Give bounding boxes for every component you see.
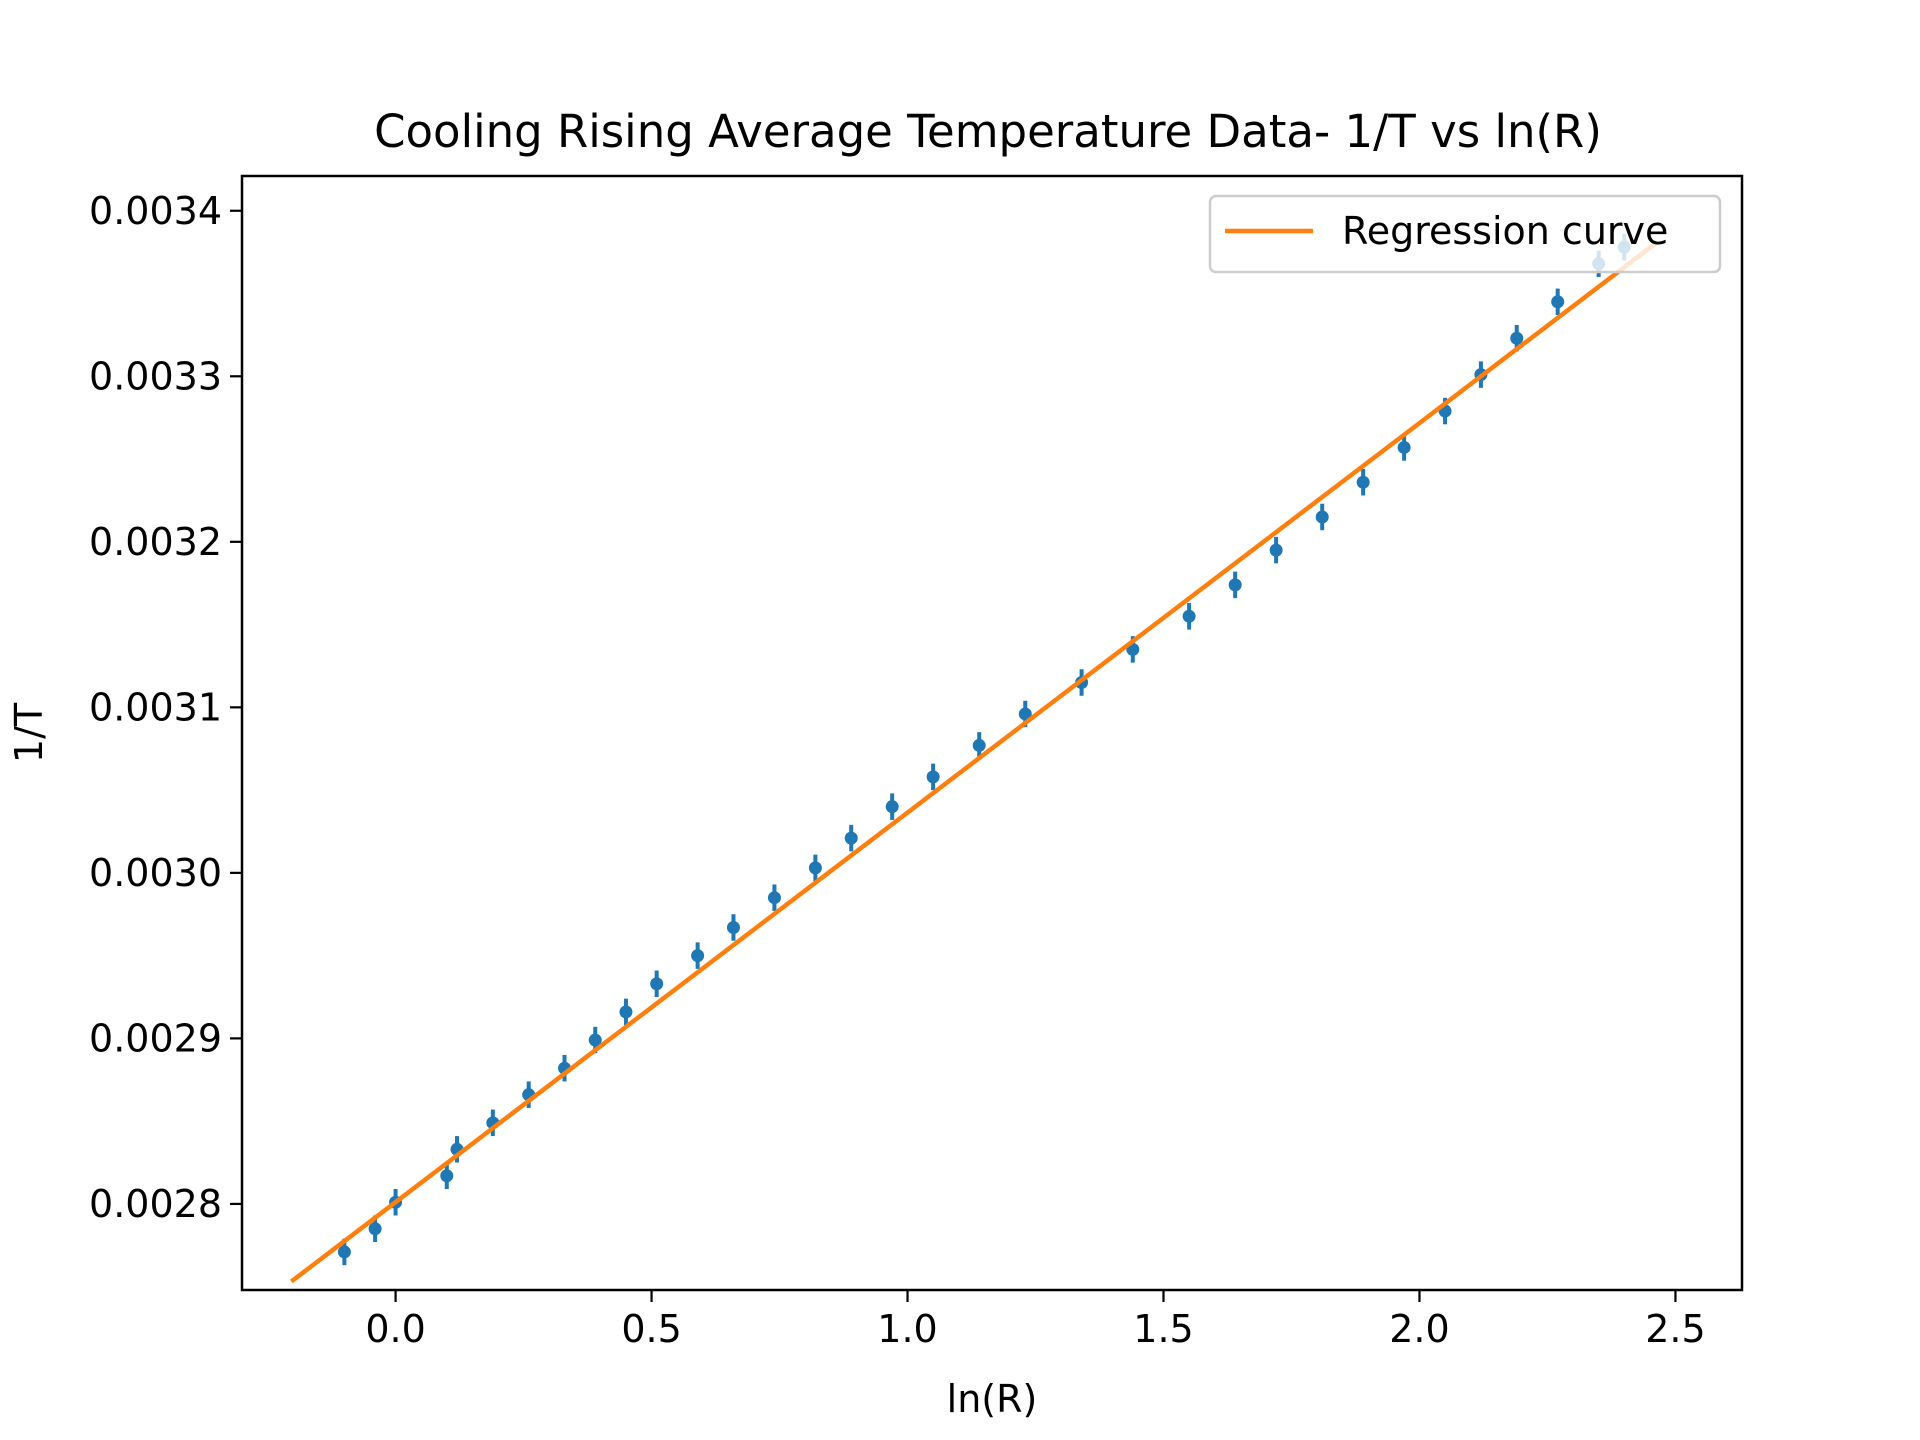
data-point — [1510, 331, 1524, 345]
legend-box — [1208, 194, 1722, 274]
data-point — [1315, 510, 1329, 524]
plot-area — [290, 233, 1659, 1284]
y-tick-label: 0.0033 — [89, 354, 222, 398]
data-point — [1018, 707, 1032, 721]
data-point — [368, 1222, 382, 1236]
data-point — [337, 1245, 351, 1259]
data-point — [1182, 609, 1196, 623]
regression-line — [290, 240, 1659, 1284]
y-axis-ticks: 0.0028 0.0029 0.0030 0.0031 0.0032 0.0033 0.00… — [89, 189, 242, 1226]
x-tick-label: 2.0 — [1389, 1307, 1449, 1351]
data-point — [1228, 578, 1242, 592]
data-point — [1269, 543, 1283, 557]
data-point — [588, 1033, 602, 1047]
x-axis-label: ln(R) — [947, 1377, 1038, 1421]
y-tick-label: 0.0032 — [89, 520, 222, 564]
data-point — [767, 891, 781, 905]
data-point — [726, 920, 740, 934]
legend-label-regression: Regression curve — [1342, 209, 1668, 253]
x-tick-label: 1.0 — [877, 1307, 937, 1351]
data-point — [972, 738, 986, 752]
x-tick-label: 1.5 — [1133, 1307, 1193, 1351]
chart-title: Cooling Rising Average Temperature Data-… — [374, 105, 1602, 158]
data-point — [885, 800, 899, 814]
x-axis-ticks: 0.0 0.5 1.0 1.5 2.0 2.5 — [365, 1290, 1706, 1351]
data-point — [844, 831, 858, 845]
y-tick-label: 0.0031 — [89, 685, 222, 729]
axes-frame — [240, 174, 1744, 1292]
data-point — [691, 949, 705, 963]
data-point — [926, 770, 940, 784]
y-tick-label: 0.0034 — [89, 189, 222, 233]
data-point — [619, 1005, 633, 1019]
x-tick-label: 0.5 — [621, 1307, 681, 1351]
data-point — [650, 977, 664, 991]
data-point — [1397, 440, 1411, 454]
x-tick-label: 0.0 — [365, 1307, 425, 1351]
x-tick-label: 2.5 — [1645, 1307, 1705, 1351]
regression-series — [290, 240, 1659, 1284]
data-point — [440, 1169, 454, 1183]
legend: Regression curve — [1208, 194, 1722, 274]
data-point — [1356, 475, 1370, 489]
y-tick-label: 0.0028 — [89, 1182, 222, 1226]
y-tick-label: 0.0030 — [89, 851, 222, 895]
y-tick-label: 0.0029 — [89, 1016, 222, 1060]
data-point — [808, 861, 822, 875]
data-point — [1551, 295, 1565, 309]
y-axis-label: 1/T — [7, 702, 51, 763]
